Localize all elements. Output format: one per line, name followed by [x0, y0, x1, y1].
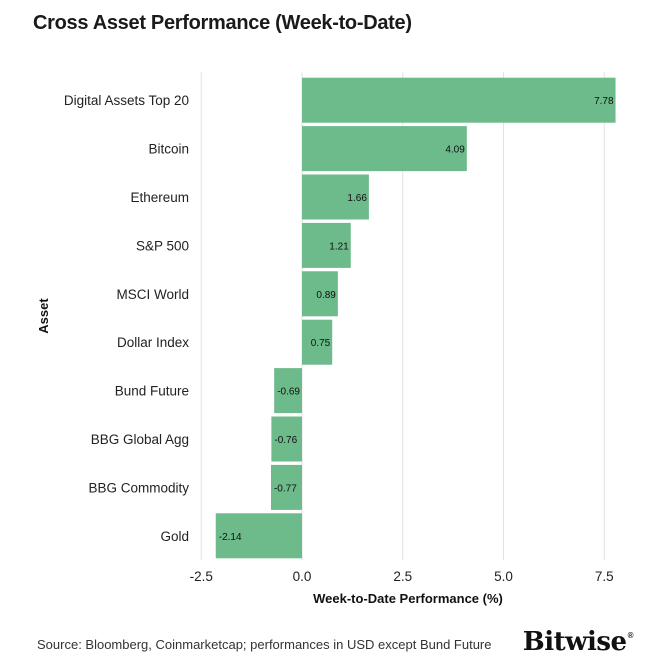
- category-label: BBG Global Agg: [91, 432, 189, 447]
- value-label: 4.09: [445, 145, 465, 156]
- registered-mark: ®: [627, 631, 634, 640]
- bar: [302, 271, 338, 317]
- category-label: S&P 500: [136, 238, 189, 253]
- category-label: BBG Commodity: [88, 480, 189, 495]
- category-label: Dollar Index: [117, 335, 189, 350]
- category-label: Gold: [160, 529, 189, 544]
- bar: [302, 174, 369, 220]
- x-tick-label: 7.5: [595, 569, 614, 584]
- value-label: -0.76: [274, 435, 297, 446]
- value-label: 1.21: [329, 241, 349, 252]
- category-label: Digital Assets Top 20: [64, 93, 189, 108]
- value-label: -0.77: [274, 483, 297, 494]
- value-label: -2.14: [219, 532, 242, 543]
- category-label: MSCI World: [116, 287, 189, 302]
- x-tick-label: 0.0: [293, 569, 312, 584]
- bar: [302, 319, 333, 365]
- bar: [215, 513, 302, 559]
- brand-name: Bitwise: [522, 627, 627, 657]
- chart-title: Cross Asset Performance (Week-to-Date): [33, 12, 412, 34]
- x-axis-label: Week-to-Date Performance (%): [313, 591, 503, 606]
- bar: [302, 126, 467, 172]
- bar: [271, 416, 302, 462]
- bar: [302, 222, 351, 268]
- value-label: -0.69: [277, 387, 300, 398]
- x-tick-label: 2.5: [393, 569, 412, 584]
- x-tick-label: -2.5: [190, 569, 213, 584]
- category-label: Bitcoin: [148, 142, 189, 157]
- bar: [274, 368, 302, 414]
- value-label: 0.75: [311, 338, 331, 349]
- category-label: Bund Future: [115, 384, 189, 399]
- source-note: Source: Bloomberg, Coinmarketcap; perfor…: [37, 637, 492, 652]
- bar: [270, 464, 302, 510]
- value-label: 7.78: [594, 96, 614, 107]
- value-label: 0.89: [316, 290, 336, 301]
- bitwise-logo: Bitwise®: [522, 627, 634, 657]
- category-label: Ethereum: [130, 190, 189, 205]
- x-tick-label: 5.0: [494, 569, 513, 584]
- bar: [302, 77, 616, 123]
- value-label: 1.66: [347, 193, 367, 204]
- y-axis-label: Asset: [36, 298, 51, 334]
